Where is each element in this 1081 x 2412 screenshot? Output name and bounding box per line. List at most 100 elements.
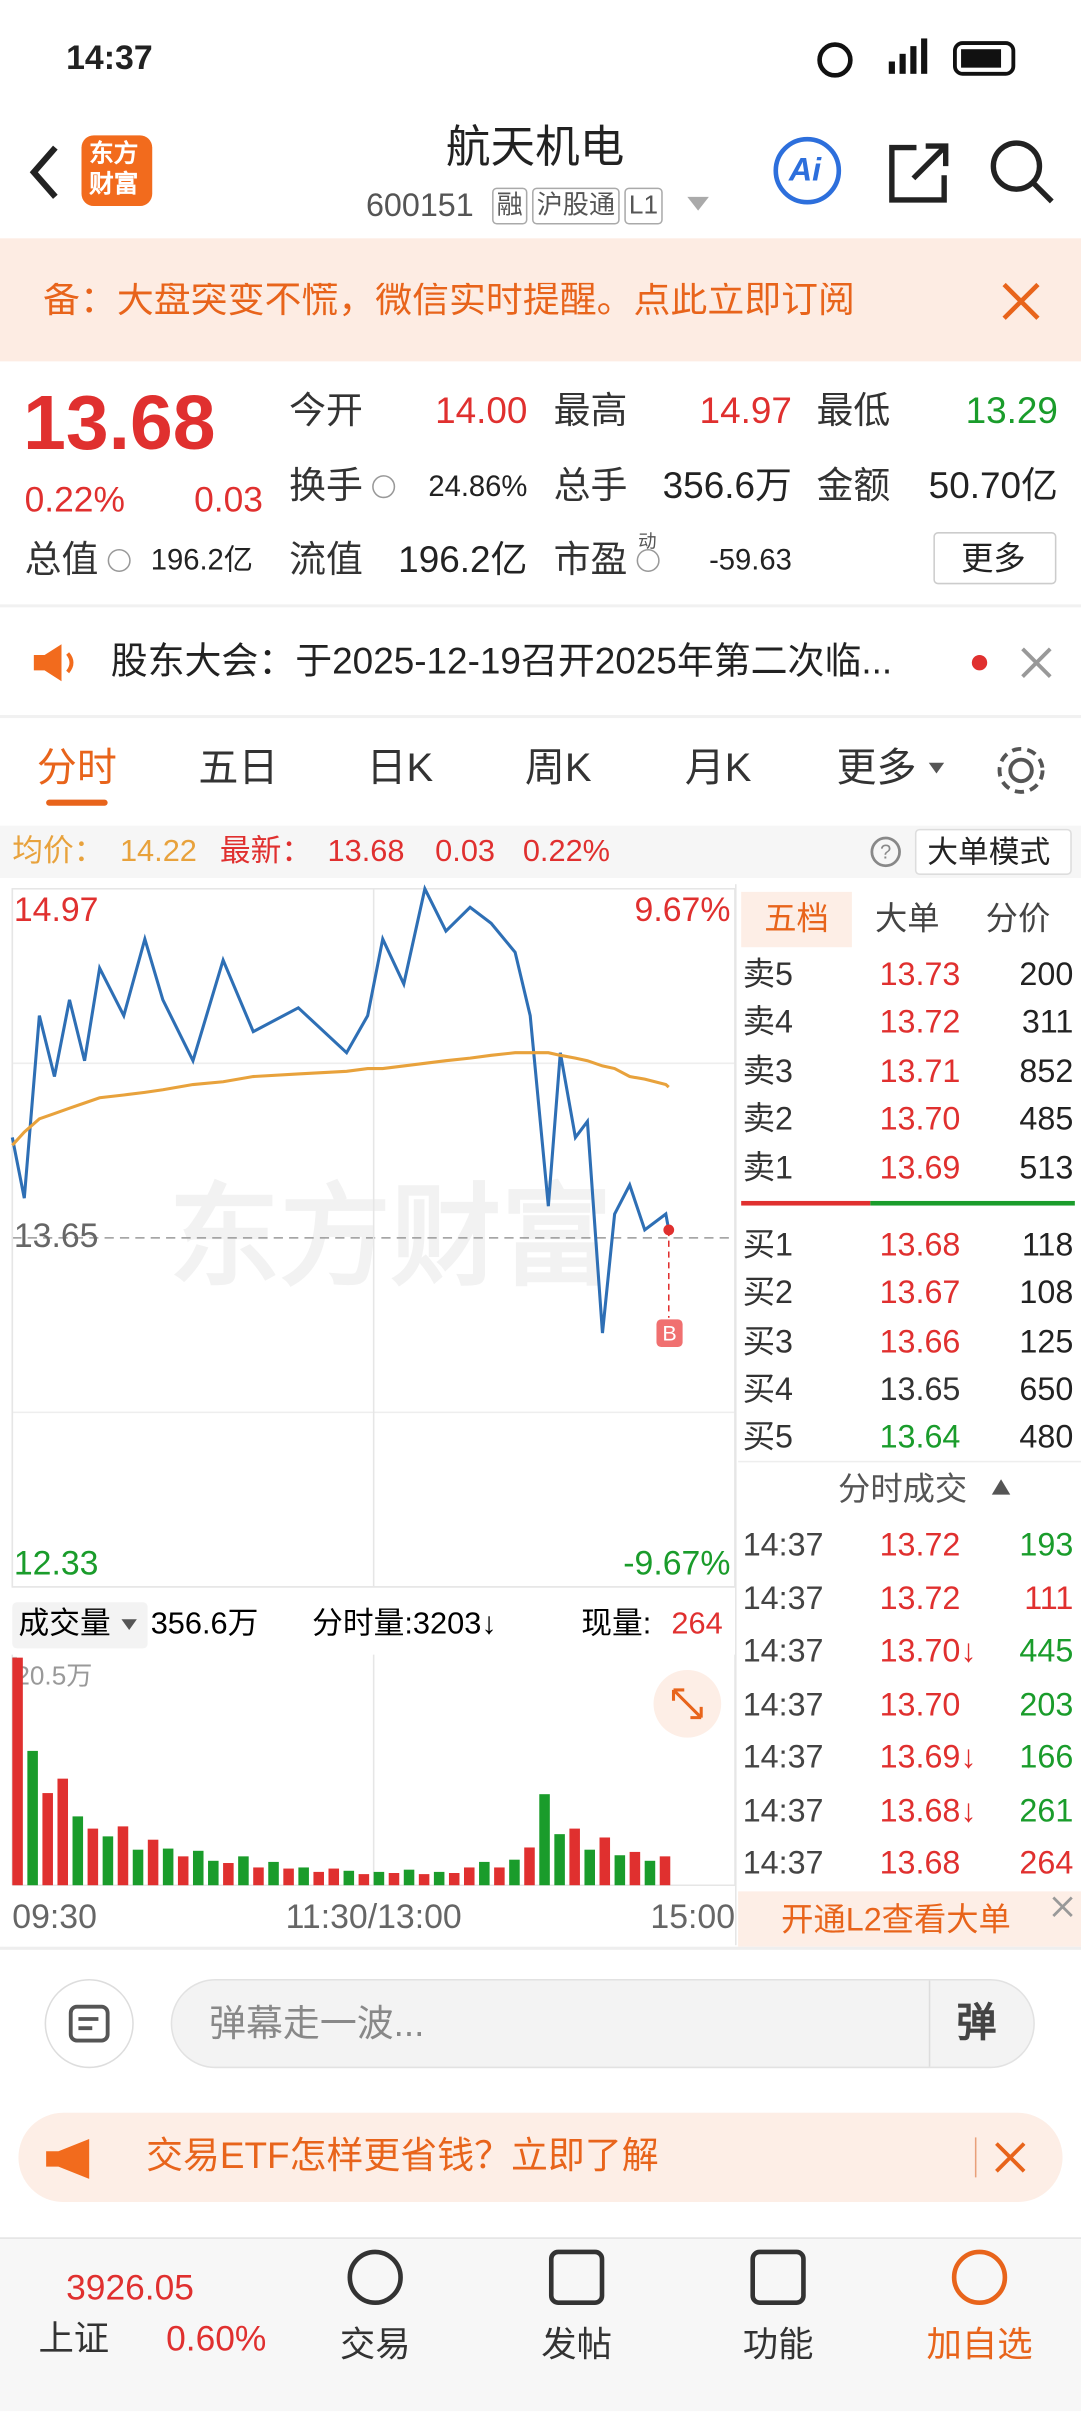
book-volume: 125 <box>1019 1324 1074 1361</box>
info-icon[interactable] <box>372 475 396 499</box>
divider <box>738 1460 1081 1463</box>
danmaku-input[interactable]: 弹幕走一波... 弹 <box>170 1979 1035 2069</box>
close-icon[interactable] <box>1001 281 1041 321</box>
divider <box>974 2137 977 2178</box>
index-percent[interactable]: 0.60% <box>166 2318 267 2359</box>
settings-icon[interactable] <box>993 743 1048 798</box>
volume-bar <box>72 1816 84 1886</box>
avg-label: 均价： <box>12 834 105 869</box>
trade-time: 14:37 <box>742 1686 824 1723</box>
field-label: 市盈 <box>553 539 628 582</box>
danmaku-button[interactable]: 弹 <box>956 1999 997 2046</box>
volume-bar <box>343 1870 355 1886</box>
field-label: 换手 <box>289 465 363 508</box>
avg-value: 14.22 <box>119 834 197 869</box>
volume-bar <box>569 1828 580 1886</box>
nav-label[interactable]: 交易 <box>339 2324 411 2365</box>
divider <box>0 604 1081 608</box>
share-button[interactable] <box>886 138 954 206</box>
field-value: 50.70亿 <box>928 465 1058 508</box>
book-tab[interactable]: 大单 <box>874 901 940 938</box>
book-volume: 480 <box>1019 1420 1074 1456</box>
volume-bar <box>223 1863 234 1886</box>
period-tab[interactable]: 五日 <box>198 744 279 791</box>
l2-promo[interactable]: 开通L2查看大单 <box>738 1891 1081 1947</box>
index-name[interactable]: 上证 <box>38 2318 110 2359</box>
volume-bar <box>238 1856 249 1886</box>
trade-time: 14:37 <box>742 1580 824 1617</box>
close-icon[interactable] <box>1021 647 1052 678</box>
stock-name: 航天机电 <box>445 123 625 173</box>
period-tab[interactable]: 日K <box>366 744 434 791</box>
close-icon[interactable] <box>1050 1894 1075 1919</box>
sort-icon[interactable] <box>990 1478 1012 1496</box>
unread-dot <box>971 655 988 671</box>
dropdown-icon[interactable] <box>686 194 711 216</box>
help-icon[interactable]: ? <box>869 835 903 869</box>
percent-value: 0.22% <box>522 834 611 869</box>
period-tab[interactable]: 月K <box>684 744 752 791</box>
comment-list-button[interactable] <box>44 1979 134 2069</box>
volume-bar <box>614 1855 626 1886</box>
ai-button[interactable]: Ai <box>773 136 842 205</box>
y-tick-label: 14.97 <box>14 891 99 929</box>
book-volume: 311 <box>1021 1004 1074 1041</box>
ai-label: Ai <box>788 153 822 189</box>
info-icon[interactable] <box>107 548 131 573</box>
volume-bar <box>629 1851 641 1886</box>
trade-volume: 264 <box>1019 1846 1074 1882</box>
period-tab[interactable]: 分时 <box>36 744 117 791</box>
trade-volume: 166 <box>1019 1739 1074 1776</box>
book-tab[interactable]: 分价 <box>985 901 1051 938</box>
now-volume-label: 现量: <box>581 1605 651 1640</box>
volume-tick-label: 20.5万 <box>15 1661 92 1691</box>
book-tab[interactable]: 五档 <box>764 901 829 938</box>
book-volume: 513 <box>1019 1150 1074 1187</box>
field-label: 最低 <box>816 390 891 433</box>
nav-label[interactable]: 加自选 <box>926 2324 1033 2365</box>
bigorder-mode-button[interactable]: 大单模式 <box>914 828 1072 875</box>
nav-icon[interactable] <box>951 2249 1008 2306</box>
volume-label: 成交量 <box>18 1605 110 1640</box>
volume-selector <box>12 1602 148 1649</box>
nav-label[interactable]: 发帖 <box>541 2324 613 2365</box>
book-volume: 108 <box>1019 1275 1074 1311</box>
trade-volume: 203 <box>1019 1686 1074 1723</box>
field-value: 14.97 <box>699 390 792 433</box>
book-volume: 852 <box>1019 1054 1074 1090</box>
back-button[interactable] <box>22 141 68 203</box>
field-value: 24.86% <box>428 471 528 504</box>
more-button[interactable]: 更多 <box>933 532 1057 585</box>
period-tab[interactable]: 更多 <box>836 744 917 791</box>
alert-banner[interactable]: 备：大盘突变不慌，微信实时提醒。点此立即订阅 <box>0 238 1081 362</box>
trade-price: 13.72 <box>879 1580 961 1617</box>
nav-label[interactable]: 功能 <box>742 2324 814 2365</box>
info-icon[interactable] <box>636 548 660 573</box>
field-sup: 动 <box>638 530 657 553</box>
search-button[interactable] <box>989 138 1057 206</box>
field-value: 196.2亿 <box>150 545 254 578</box>
volume-bar <box>313 1871 324 1886</box>
svg-text:?: ? <box>880 842 891 864</box>
period-tab[interactable]: 周K <box>524 744 592 791</box>
last-value: 13.68 <box>327 834 405 869</box>
x-tick-label: 15:00 <box>650 1898 735 1936</box>
average-line <box>11 1051 670 1147</box>
logo-text: 东方 <box>89 141 139 168</box>
x-tick-label: 09:30 <box>12 1898 97 1936</box>
ad-banner[interactable]: 交易ETF怎样更省钱？立即了解 <box>18 2112 1063 2202</box>
field-label: 今开 <box>289 390 363 433</box>
notice-text[interactable]: 股东大会：于2025-12-19召开2025年第二次临... <box>110 641 893 683</box>
dropdown-icon[interactable] <box>928 762 945 774</box>
close-icon[interactable] <box>993 2140 1027 2174</box>
divider <box>928 1980 931 2067</box>
trade-time: 14:37 <box>742 1792 824 1829</box>
bottom-nav <box>0 2237 1081 2412</box>
field-value: 13.29 <box>965 390 1058 433</box>
index-value[interactable]: 3926.05 <box>66 2267 194 2308</box>
field-value: -59.63 <box>709 545 792 578</box>
nav-icon[interactable] <box>750 2249 806 2306</box>
nav-icon[interactable] <box>548 2249 605 2306</box>
volume-bar <box>27 1750 38 1886</box>
nav-icon[interactable] <box>347 2249 403 2306</box>
